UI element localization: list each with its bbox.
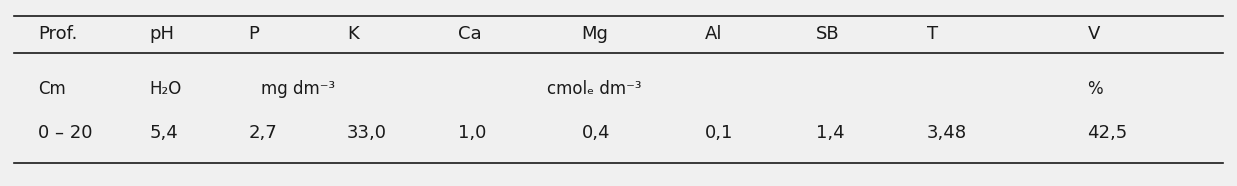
Text: Mg: Mg — [581, 25, 609, 43]
Text: T: T — [927, 25, 938, 43]
Text: K: K — [346, 25, 359, 43]
Text: 42,5: 42,5 — [1087, 124, 1128, 142]
Text: pH: pH — [150, 25, 174, 43]
Text: 0,1: 0,1 — [705, 124, 734, 142]
Text: 0 – 20: 0 – 20 — [38, 124, 93, 142]
Text: 3,48: 3,48 — [927, 124, 967, 142]
Text: 0,4: 0,4 — [581, 124, 610, 142]
Text: %: % — [1087, 80, 1103, 98]
Text: 5,4: 5,4 — [150, 124, 178, 142]
Text: Ca: Ca — [458, 25, 481, 43]
Text: 33,0: 33,0 — [346, 124, 387, 142]
Text: mg dm⁻³: mg dm⁻³ — [261, 80, 335, 98]
Text: 1,4: 1,4 — [816, 124, 845, 142]
Text: Prof.: Prof. — [38, 25, 78, 43]
Text: 1,0: 1,0 — [458, 124, 486, 142]
Text: P: P — [249, 25, 259, 43]
Text: 2,7: 2,7 — [249, 124, 277, 142]
Text: V: V — [1087, 25, 1100, 43]
Text: cmolₑ dm⁻³: cmolₑ dm⁻³ — [547, 80, 641, 98]
Text: SB: SB — [816, 25, 840, 43]
Text: H₂O: H₂O — [150, 80, 182, 98]
Text: Al: Al — [705, 25, 722, 43]
Text: Cm: Cm — [38, 80, 66, 98]
